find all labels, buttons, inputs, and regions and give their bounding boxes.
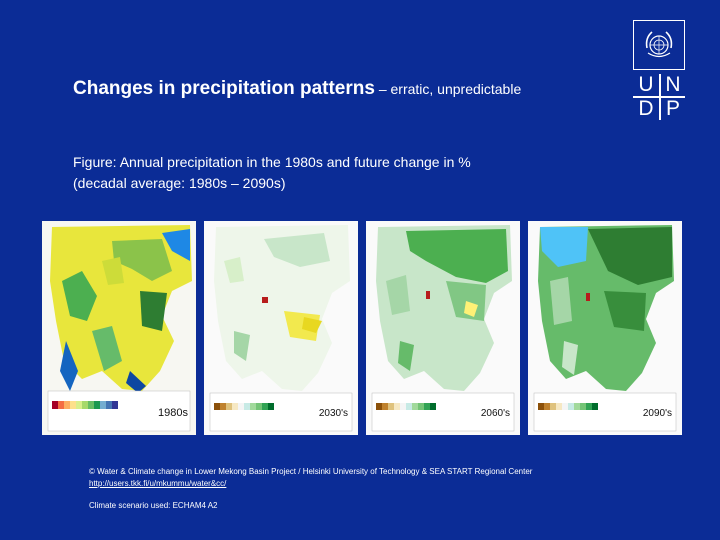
slide-title-sub: – erratic, unpredictable [374, 81, 522, 97]
map-period-label: 1980s [158, 407, 188, 419]
slide-title-main: Changes in precipitation patterns [73, 78, 375, 99]
map-period-label: 2060's [480, 408, 510, 419]
map-2060s: 2060's [366, 221, 520, 435]
credits: © Water & Climate change in Lower Mekong… [89, 466, 532, 512]
logo-letter-d: D [638, 97, 654, 120]
logo-letter-p: P [665, 97, 680, 120]
map-period-label: 2030's [318, 408, 348, 419]
map-2090s: 2090's [528, 221, 682, 435]
climate-scenario: Climate scenario used: ECHAM4 A2 [89, 501, 218, 510]
logo-letter-u: U [638, 73, 654, 96]
credits-line: © Water & Climate change in Lower Mekong… [89, 467, 533, 476]
logo-letter-n: N [665, 73, 681, 96]
un-emblem-icon [633, 20, 685, 70]
figure-caption: Figure: Annual precipitation in the 1980… [73, 152, 471, 194]
map-2030s: 2030's [204, 221, 358, 435]
undp-logo: U N D P [631, 20, 688, 121]
slide-title: Changes in precipitation patterns – erra… [73, 78, 521, 100]
map-period-label: 2090's [642, 408, 672, 419]
undp-letters: U N D P [633, 74, 685, 120]
caption-line-1: Figure: Annual precipitation in the 1980… [73, 154, 471, 170]
map-1980s: 1980s [42, 221, 196, 435]
credits-link[interactable]: http://users.tkk.fi/u/mkummu/water&cc/ [89, 479, 227, 488]
caption-line-2: (decadal average: 1980s – 2090s) [73, 175, 286, 191]
